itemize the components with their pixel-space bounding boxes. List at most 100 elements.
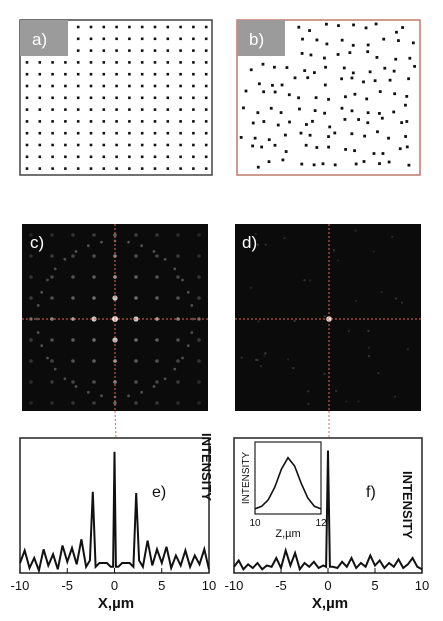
lattice-dot <box>25 72 29 76</box>
diffraction-spot <box>134 401 138 405</box>
lattice-dot <box>192 25 195 29</box>
diffraction-spot <box>186 290 190 294</box>
diffraction-spot <box>400 301 404 304</box>
diffraction-spot <box>46 356 49 360</box>
diffraction-spot <box>155 380 159 384</box>
lattice-dot <box>51 84 54 88</box>
lattice-dot <box>128 25 131 29</box>
panel-b: b) <box>236 19 421 176</box>
lattice-dot <box>166 131 170 135</box>
lattice-dot <box>25 120 29 123</box>
panel-d-label: d) <box>242 233 257 252</box>
lattice-dot <box>102 96 106 100</box>
lattice-dot <box>408 56 412 60</box>
lattice-dot <box>179 72 182 76</box>
lattice-dot <box>166 61 170 64</box>
lattice-dot <box>378 112 381 115</box>
diffraction-spot <box>163 257 167 261</box>
lattice-dot <box>102 120 106 123</box>
lattice-dot <box>153 25 157 29</box>
lattice-dot <box>102 25 106 29</box>
lattice-dot <box>64 108 67 111</box>
lattice-dot <box>166 143 170 147</box>
lattice-dot <box>128 167 131 170</box>
diffraction-spot <box>197 275 201 279</box>
diffraction-spot <box>152 385 156 388</box>
lattice-dot <box>405 120 409 123</box>
lattice-dot <box>348 51 352 55</box>
lattice-dot <box>140 120 144 123</box>
lattice-dot <box>192 37 195 41</box>
diffraction-spot <box>354 299 357 303</box>
lattice-dot <box>273 90 277 94</box>
diffraction-spot <box>176 359 180 363</box>
lattice-dot <box>305 123 308 126</box>
panel-d-diffraction-spots <box>240 229 410 405</box>
x-tick-label: 0 <box>111 578 118 593</box>
lattice-dot <box>249 68 253 72</box>
lattice-dot <box>321 162 325 166</box>
lattice-dot <box>64 143 67 147</box>
lattice-dot <box>340 77 343 81</box>
lattice-dot <box>283 133 287 137</box>
lattice-dot <box>354 162 358 166</box>
lattice-dot <box>140 131 144 135</box>
lattice-dot <box>192 96 195 100</box>
diffraction-spot <box>113 233 117 237</box>
lattice-dot <box>166 108 170 111</box>
diffraction-spot <box>35 317 39 321</box>
diffraction-spot <box>249 286 253 289</box>
diffraction-spot <box>127 240 130 244</box>
diffraction-spot <box>197 359 201 363</box>
lattice-dot <box>324 65 327 69</box>
lattice-dot <box>25 131 29 135</box>
lattice-dot <box>253 136 257 140</box>
lattice-dot <box>315 146 319 149</box>
connector-c-e <box>114 410 117 439</box>
lattice-dot <box>153 108 157 111</box>
diffraction-spot <box>263 354 266 357</box>
diffraction-spot <box>256 243 259 246</box>
lattice-dot <box>153 72 157 76</box>
diffraction-spot <box>335 389 338 392</box>
lattice-dot <box>128 72 131 76</box>
lattice-dot <box>260 145 264 149</box>
lattice-dot <box>325 42 329 46</box>
diffraction-spot <box>134 338 138 342</box>
lattice-dot <box>299 131 303 135</box>
diffraction-spot <box>186 344 190 348</box>
lattice-dot <box>166 155 170 159</box>
diffraction-spot <box>155 359 159 363</box>
lattice-dot <box>128 108 131 111</box>
lattice-dot <box>363 134 367 138</box>
lattice-dot <box>351 71 355 75</box>
panel-a: a) <box>19 19 213 176</box>
lattice-dot <box>204 49 208 52</box>
diffraction-spot <box>29 338 33 342</box>
lattice-dot <box>267 160 271 164</box>
plot-e-x-ticks: -10 -5 0 5 10 <box>11 568 216 593</box>
diffraction-spot <box>197 233 201 237</box>
diffraction-spot <box>391 235 394 238</box>
diffraction-spot <box>347 330 350 333</box>
lattice-dot <box>273 143 277 147</box>
lattice-dot <box>350 132 354 136</box>
diffraction-spot <box>40 290 44 294</box>
diffraction-spot <box>354 229 357 232</box>
diffraction-spot <box>29 359 33 363</box>
lattice-dot <box>362 80 365 84</box>
lattice-dot <box>76 25 80 29</box>
diffraction-spot <box>367 346 370 349</box>
lattice-dot <box>166 37 170 41</box>
diffraction-spot <box>197 254 201 258</box>
lattice-dot <box>25 167 29 170</box>
diffraction-spot <box>176 401 180 405</box>
lattice-dot <box>251 121 255 125</box>
lattice-dot <box>102 167 106 170</box>
lattice-dot <box>350 76 354 80</box>
lattice-dot <box>179 131 182 135</box>
lattice-dot <box>251 144 255 148</box>
diffraction-spot <box>134 359 138 363</box>
lattice-dot <box>285 66 289 69</box>
diffraction-spot <box>92 275 96 279</box>
